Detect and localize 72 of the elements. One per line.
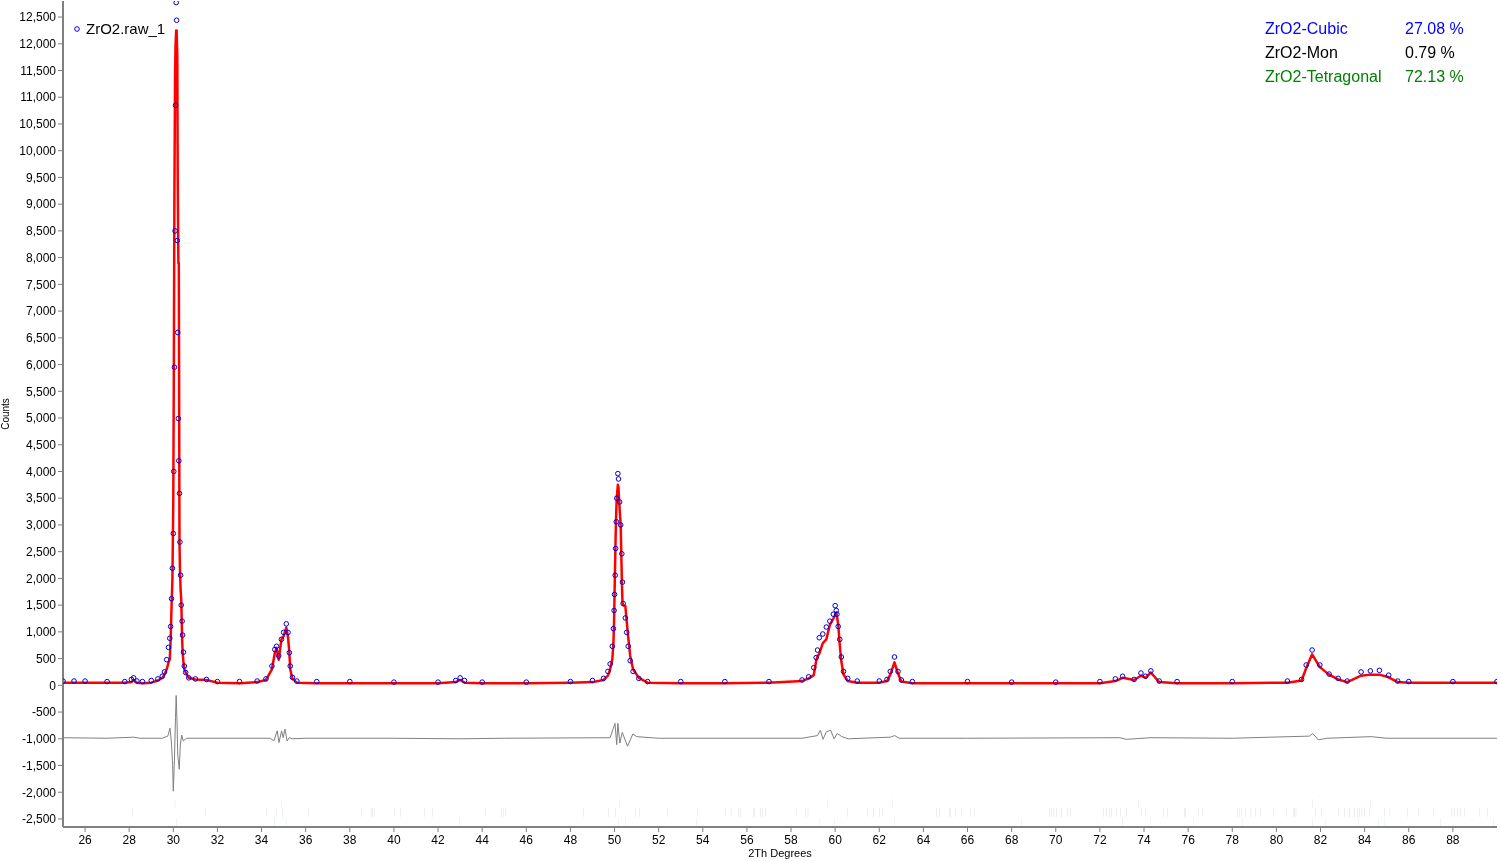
- x-tick-label: 36: [299, 832, 313, 847]
- x-tick-label: 42: [431, 832, 446, 847]
- text: ZrO2-Mon: [1265, 44, 1338, 61]
- x-tick-label: 82: [1313, 832, 1328, 847]
- y-tick-label: 9,500: [25, 170, 57, 185]
- x-tick-label: 38: [343, 832, 357, 847]
- x-tick-label: 72: [1093, 832, 1107, 847]
- annotation: 72.13 %: [1405, 68, 1464, 85]
- x-tick-label: 28: [122, 832, 137, 847]
- y-tick-label: 11,000: [20, 90, 57, 105]
- x-tick-label: 44: [475, 832, 490, 847]
- y-axis-title: Counts: [0, 398, 11, 430]
- text: ZrO2-Tetragonal: [1265, 68, 1382, 85]
- y-tick-label: 11,500: [20, 63, 57, 78]
- y-tick-label: 5,000: [25, 411, 57, 426]
- y-tick-label: 1,500: [25, 598, 57, 613]
- x-tick-label: 70: [1049, 832, 1063, 847]
- x-tick-label: 52: [651, 832, 666, 847]
- x-tick-label: 58: [784, 832, 799, 847]
- x-tick-label: 66: [960, 832, 975, 847]
- y-tick-label: 0: [49, 678, 57, 693]
- x-tick-label: 76: [1181, 832, 1196, 847]
- x-tick-label: 86: [1402, 832, 1416, 847]
- x-tick-label: 88: [1446, 832, 1460, 847]
- x-tick-label: 40: [387, 832, 401, 847]
- y-tick-label: -500: [31, 705, 57, 720]
- x-tick-label: 30: [166, 832, 181, 847]
- y-tick-label: 3,500: [25, 491, 57, 506]
- y-tick-label: 4,000: [25, 464, 57, 479]
- y-tick-label: 6,000: [25, 357, 57, 372]
- x-tick-label: 64: [916, 832, 931, 847]
- x-tick-label: 34: [254, 832, 269, 847]
- y-tick-label: -2,500: [21, 812, 57, 827]
- x-tick-label: 78: [1225, 832, 1240, 847]
- x-tick-label: 84: [1357, 832, 1372, 847]
- y-tick-label: -1,500: [21, 758, 57, 773]
- y-tick-label: 8,000: [25, 250, 57, 265]
- y-tick-label: 1,000: [25, 625, 57, 640]
- annotation: 27.08 %: [1405, 20, 1464, 37]
- x-axis-title: 2Th Degrees: [748, 847, 813, 859]
- annotation: 0.79 %: [1405, 44, 1455, 61]
- x-tick-label: 50: [607, 832, 622, 847]
- y-tick-label: -1,000: [21, 732, 57, 747]
- text: ZrO2-Cubic: [1265, 20, 1348, 37]
- x-tick-label: 56: [740, 832, 754, 847]
- x-tick-label: 62: [872, 832, 887, 847]
- y-tick-label: 4,500: [25, 438, 57, 452]
- x-tick-label: 46: [519, 832, 534, 847]
- x-tick-label: 80: [1269, 832, 1284, 847]
- y-tick-label: 7,500: [25, 277, 57, 292]
- x-tick-label: 26: [78, 832, 93, 847]
- y-tick-label: 7,000: [25, 304, 57, 319]
- y-tick-label: 2,500: [25, 544, 57, 559]
- x-tick-label: 68: [1004, 832, 1019, 847]
- y-tick-label: 500: [35, 651, 57, 666]
- x-tick-label: 54: [696, 832, 710, 847]
- y-tick-label: 10,000: [19, 143, 57, 158]
- x-tick-label: 60: [828, 832, 843, 847]
- y-tick-label: 12,500: [19, 10, 57, 25]
- x-tick-label: 74: [1137, 832, 1152, 847]
- y-tick-label: 10,500: [19, 117, 57, 132]
- y-tick-label: 12,000: [19, 37, 57, 52]
- y-tick-label: 6,500: [25, 331, 57, 346]
- y-tick-label: 8,500: [25, 224, 57, 239]
- y-tick-label: 2,000: [25, 571, 57, 586]
- y-tick-label: -2,000: [21, 785, 57, 800]
- y-tick-label: 9,000: [25, 197, 57, 212]
- x-tick-label: 48: [563, 832, 578, 847]
- x-tick-label: 32: [210, 832, 225, 847]
- y-tick-label: 3,000: [25, 518, 57, 533]
- y-tick-label: 5,500: [25, 384, 57, 399]
- legend-label: ZrO2.raw_1: [86, 20, 166, 37]
